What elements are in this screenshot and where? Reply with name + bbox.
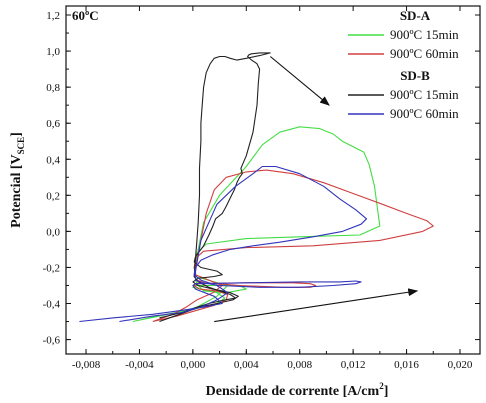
x-axis-title-sup: 2: [379, 381, 384, 391]
legend-label: 900ºC 15min: [390, 27, 459, 42]
y-tick-label: 1,0: [46, 46, 60, 58]
legend-group-title: SD-B: [400, 68, 430, 83]
y-axis-title-end: ]: [9, 132, 24, 137]
y-axis-title-main: Potencial [V: [9, 154, 24, 227]
legend-group-title: SD-A: [400, 8, 431, 23]
y-axis-title: Potencial [VSCE]: [9, 132, 26, 228]
y-tick: -0,6: [43, 335, 480, 347]
x-tick-label: 0,008: [287, 359, 312, 371]
x-tick: -0,008: [72, 6, 101, 371]
y-tick: 1,0: [46, 46, 480, 58]
panel-label: 60ºC: [72, 8, 99, 23]
x-tick: 0,012: [341, 6, 366, 371]
legend-label: 900ºC 60min: [390, 46, 459, 61]
y-tick-label: -0,2: [43, 262, 60, 274]
x-tick-label: 0,016: [394, 359, 419, 371]
y-tick-label: 0,6: [46, 118, 60, 130]
series-line-2: [152, 169, 434, 323]
y-tick-label: 0,4: [46, 154, 60, 166]
series-line-3: [159, 52, 271, 323]
y-tick-label: -0,6: [43, 335, 61, 347]
x-tick-label: 0,012: [341, 359, 366, 371]
y-tick: -0,4: [43, 299, 480, 311]
direction-arrow-2: [214, 288, 419, 323]
x-axis-title: Densidade de corrente [A/cm2]: [206, 381, 389, 399]
x-tick-label: -0,004: [125, 359, 154, 371]
x-axis-title-end: ]: [384, 384, 389, 399]
y-tick: 0,4: [46, 154, 480, 166]
x-tick: 0,000: [180, 6, 206, 371]
y-tick-label: 0,0: [46, 226, 60, 238]
y-tick: 0,0: [46, 226, 480, 238]
x-axis-title-main: Densidade de corrente [A/cm: [206, 384, 380, 399]
direction-arrow-1: [269, 56, 330, 106]
series-line-4: [79, 165, 368, 323]
x-tick-label: -0,008: [72, 359, 101, 371]
y-tick-label: 0,8: [46, 82, 60, 94]
legend-label: 900ºC 60min: [390, 106, 459, 121]
y-axis-title-sub: SCE: [16, 137, 26, 155]
x-tick-label: 0,020: [448, 359, 473, 371]
y-tick: 1,2: [46, 10, 480, 22]
y-tick: -0,2: [43, 262, 480, 274]
series-line-1: [132, 126, 381, 323]
y-tick-label: 0,2: [46, 190, 60, 202]
x-tick-label: 0,004: [234, 359, 259, 371]
y-tick: 0,2: [46, 190, 480, 202]
x-tick: 0,008: [287, 6, 313, 371]
y-tick-label: -0,4: [43, 299, 61, 311]
y-tick-label: 1,2: [46, 10, 60, 22]
legend-label: 900ºC 15min: [390, 87, 459, 102]
x-tick-label: 0,000: [180, 359, 205, 371]
